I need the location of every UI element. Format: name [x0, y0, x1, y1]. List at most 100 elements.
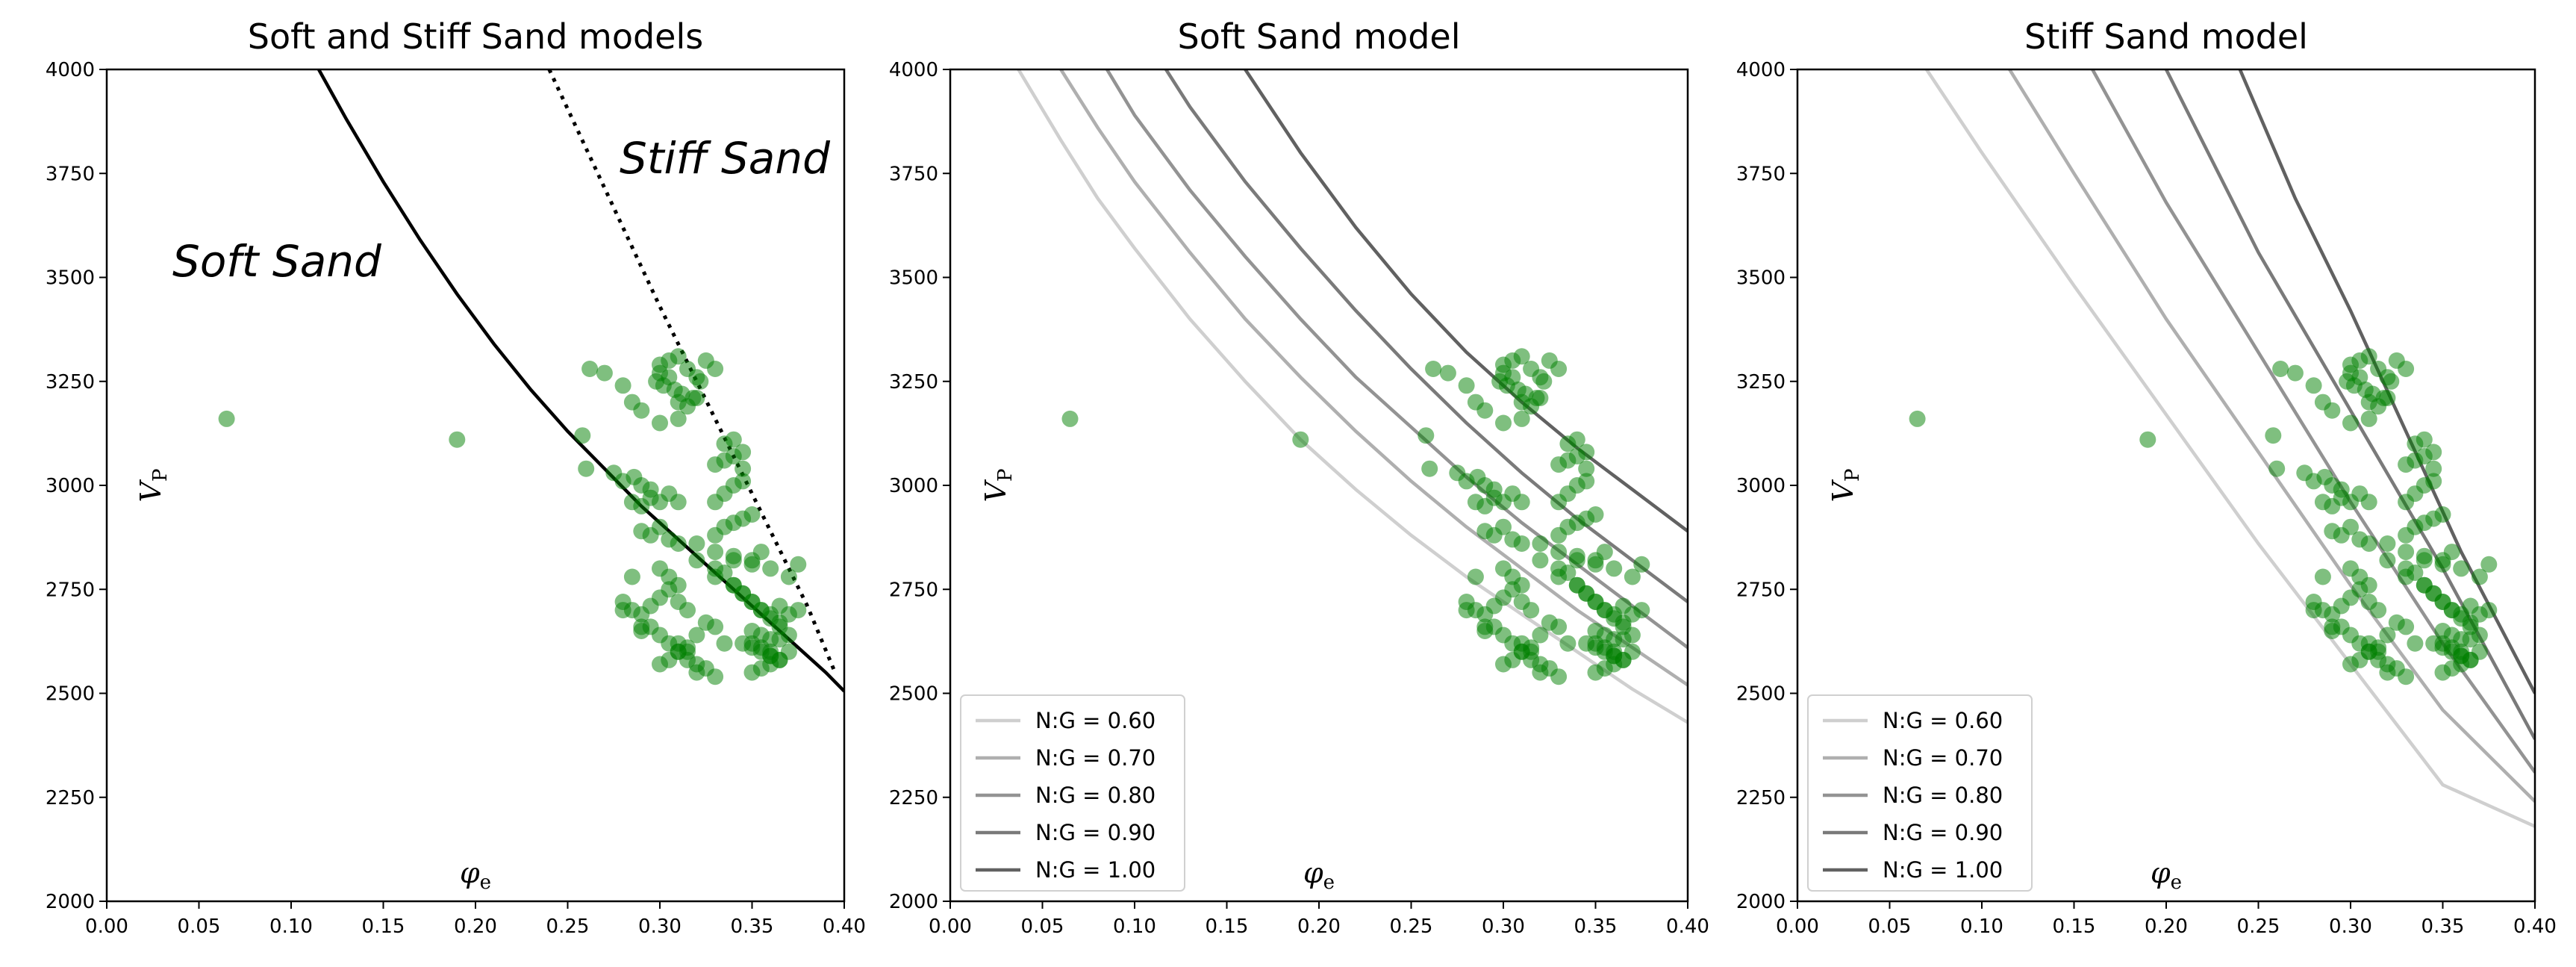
x-axis-label: φe — [2151, 856, 2182, 894]
y-tick-label: 2000 — [1736, 891, 1786, 913]
scatter-point — [449, 431, 466, 448]
scatter-point — [1909, 410, 1926, 427]
scatter-point — [780, 568, 797, 585]
scatter-point — [762, 631, 779, 648]
y-tick-label: 2500 — [1736, 683, 1786, 706]
scatter-point — [623, 568, 640, 585]
x-axis-label: φe — [460, 856, 491, 894]
scatter-point — [1513, 410, 1530, 427]
scatter-point — [2139, 431, 2156, 448]
x-tick-label: 0.40 — [1666, 915, 1709, 938]
series-line — [1164, 69, 1688, 603]
y-tick-label: 3750 — [889, 163, 938, 185]
scatter-point — [1504, 581, 1521, 598]
scatter-point — [670, 494, 687, 511]
scatter-point — [652, 518, 668, 535]
y-tick-label: 3250 — [1736, 371, 1786, 394]
scatter-point — [1578, 460, 1595, 477]
y-tick-label: 2000 — [889, 891, 938, 913]
scatter-point — [2407, 635, 2424, 652]
scatter-point — [1606, 560, 1623, 577]
scatter-point — [2453, 631, 2470, 648]
scatter-point — [707, 361, 724, 377]
scatter-point — [679, 639, 696, 656]
scatter-point — [1532, 390, 1549, 406]
y-tick-label: 3500 — [46, 267, 95, 290]
scatter-point — [707, 544, 724, 561]
scatter-point — [771, 651, 788, 668]
scatter-point — [1504, 369, 1521, 386]
y-tick-label: 3750 — [1736, 163, 1786, 185]
scatter-point — [1606, 631, 1623, 648]
scatter-point — [2434, 506, 2451, 523]
scatter-point — [688, 390, 705, 406]
y-tick-label: 2500 — [46, 683, 95, 706]
scatter-point — [2398, 544, 2415, 561]
series-line — [1105, 69, 1688, 649]
y-tick-label: 4000 — [1736, 59, 1786, 81]
scatter-point — [1633, 602, 1650, 619]
scatter-point — [670, 535, 687, 552]
scatter-point — [692, 373, 709, 390]
scatter-point — [578, 460, 595, 477]
scatter-point — [707, 618, 724, 635]
scatter-point — [2351, 581, 2368, 598]
x-tick-label: 0.40 — [823, 915, 866, 938]
x-tick-label: 0.25 — [1390, 915, 1433, 938]
legend: N:G = 0.60 N:G = 0.70 N:G = 0.80 N:G = 0.90… — [1807, 694, 2033, 892]
series-line — [2008, 69, 2535, 803]
scatter-point — [752, 544, 770, 561]
y-tick-label: 3000 — [889, 475, 938, 497]
scatter-point — [1624, 568, 1641, 585]
y-tick-label: 3250 — [889, 371, 938, 394]
scatter-point — [2342, 414, 2359, 432]
y-tick-label: 3750 — [46, 163, 95, 185]
scatter-point — [707, 668, 724, 685]
scatter-point — [1418, 427, 1435, 444]
scatter-point — [2398, 618, 2415, 635]
series-line — [1059, 69, 1688, 687]
x-tick-label: 0.25 — [546, 915, 590, 938]
scatter-point — [1425, 361, 1442, 377]
scatter-point — [1532, 626, 1549, 644]
legend-label: N:G = 0.80 — [1883, 783, 2003, 808]
scatter-point — [2305, 602, 2322, 619]
scatter-point — [2379, 626, 2396, 644]
x-tick-label: 0.05 — [1021, 915, 1064, 938]
scatter-point — [670, 410, 687, 427]
scatter-point — [1458, 602, 1475, 619]
legend-label: N:G = 0.90 — [1883, 820, 2003, 845]
scatter-point — [661, 369, 678, 386]
scatter-point — [1633, 556, 1650, 573]
scatter-point — [1292, 431, 1309, 448]
x-tick-label: 0.30 — [1482, 915, 1525, 938]
scatter-point — [670, 348, 687, 365]
scatter-point — [743, 556, 761, 573]
y-tick-label: 2500 — [889, 683, 938, 706]
legend-label: N:G = 0.70 — [1035, 745, 1156, 771]
scatter-point — [2342, 518, 2359, 535]
x-axis-label: φe — [1303, 856, 1335, 894]
scatter-point — [2425, 473, 2442, 490]
legend: N:G = 0.60 N:G = 0.70 N:G = 0.80 N:G = 0.90… — [960, 694, 1185, 892]
scatter-point — [771, 597, 788, 615]
scatter-point — [1615, 618, 1632, 635]
scatter-point — [688, 626, 705, 644]
scatter-point — [2471, 568, 2488, 585]
scatter-point — [2268, 460, 2286, 477]
scatter-point — [1061, 410, 1079, 427]
panel-soft: Soft Sand model 0.00 0.05 0.10 0.15 0.20 0.25… — [889, 16, 1709, 938]
scatter-point — [1596, 544, 1613, 561]
panel-stiff: Stiff Sand model 0.00 0.05 0.10 0.15 0.20 0.2… — [1736, 16, 2557, 938]
scatter-point — [2314, 568, 2331, 585]
y-tick-label: 2250 — [1736, 787, 1786, 809]
y-tick-label: 2750 — [889, 579, 938, 601]
scatter-point — [1523, 602, 1540, 619]
scatter-point — [661, 581, 678, 598]
legend-label: N:G = 0.90 — [1035, 820, 1156, 845]
scatter-point — [2416, 552, 2433, 569]
legend-label: N:G = 1.00 — [1883, 857, 2003, 883]
y-tick-label: 4000 — [889, 59, 938, 81]
scatter-point — [2462, 651, 2479, 668]
y-axis-label: VP — [134, 469, 172, 503]
